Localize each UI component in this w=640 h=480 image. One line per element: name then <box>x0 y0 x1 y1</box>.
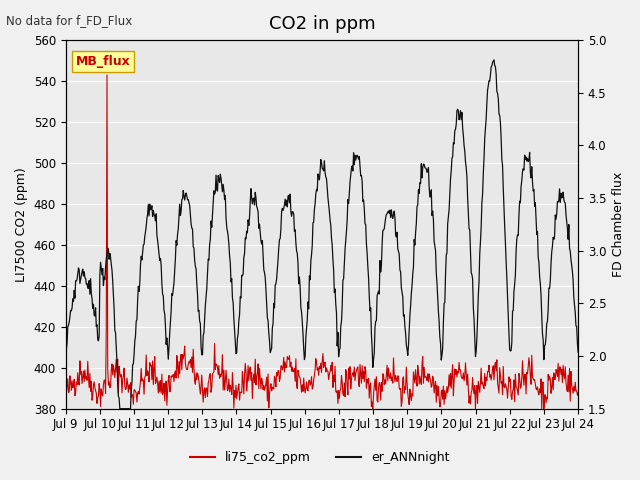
Y-axis label: FD Chamber flux: FD Chamber flux <box>612 172 625 277</box>
Legend: li75_co2_ppm, er_ANNnight: li75_co2_ppm, er_ANNnight <box>186 446 454 469</box>
Text: MB_flux: MB_flux <box>76 55 131 68</box>
Title: CO2 in ppm: CO2 in ppm <box>269 15 375 33</box>
Y-axis label: LI7500 CO2 (ppm): LI7500 CO2 (ppm) <box>15 167 28 282</box>
Text: No data for f_FD_Flux: No data for f_FD_Flux <box>6 14 132 27</box>
